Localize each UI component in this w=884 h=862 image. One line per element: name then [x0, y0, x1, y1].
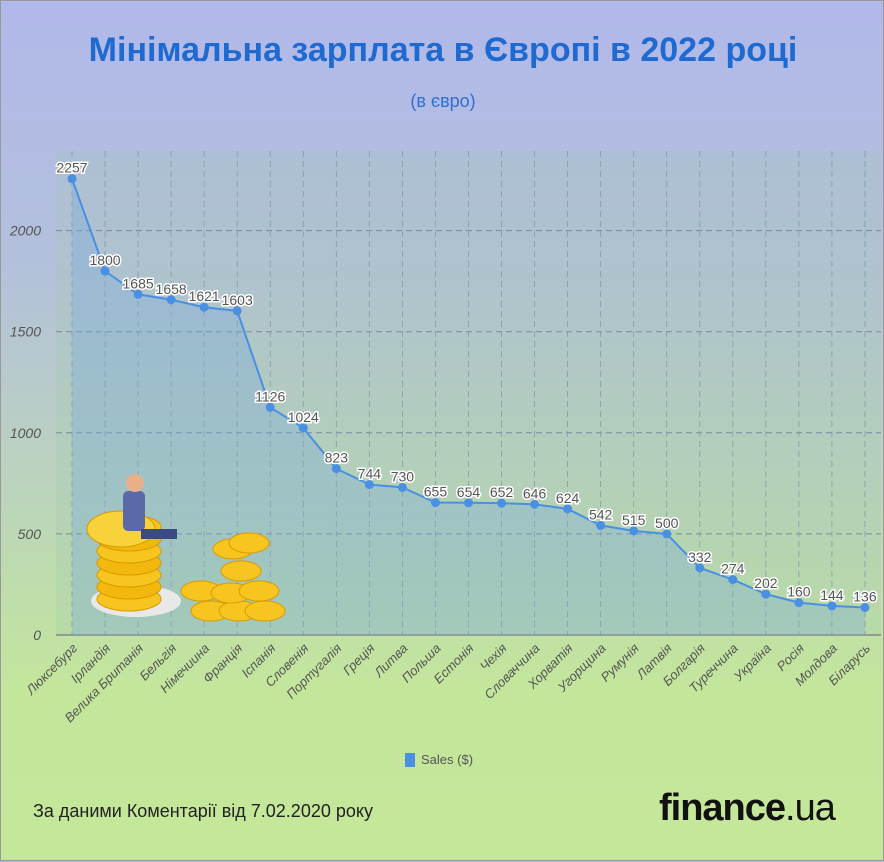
data-label: 1658 [156, 281, 187, 297]
data-point [728, 575, 738, 585]
data-point [695, 563, 705, 573]
data-point [761, 589, 771, 599]
data-point [827, 601, 837, 611]
source-note: За даними Коментарії від 7.02.2020 року [33, 801, 373, 821]
data-label: 202 [754, 575, 778, 591]
data-label: 654 [457, 484, 481, 500]
data-point [166, 295, 176, 305]
data-point [397, 482, 407, 492]
legend-swatch [405, 752, 415, 767]
data-label: 1621 [189, 288, 220, 304]
data-label: 624 [556, 490, 580, 506]
data-label: 730 [391, 468, 415, 484]
y-tick-label: 0 [33, 627, 41, 643]
chart-title: Мінімальна зарплата в Європі в 2022 році [88, 31, 798, 69]
x-tick-label: Греція [340, 640, 378, 678]
data-point [67, 174, 77, 184]
data-label: 744 [358, 466, 382, 482]
coin [238, 580, 280, 602]
coin [228, 532, 270, 554]
data-point [629, 526, 639, 536]
data-point [563, 504, 573, 514]
data-point [133, 289, 143, 299]
data-label: 823 [325, 450, 349, 466]
data-point [463, 498, 473, 508]
man-body [123, 491, 145, 531]
data-label: 1603 [222, 292, 253, 308]
data-point [662, 529, 672, 539]
finance-ua-logo: finance.ua [659, 787, 836, 830]
data-label: 500 [655, 515, 679, 531]
data-label: 160 [787, 584, 811, 600]
legend: Sales ($) [405, 752, 473, 767]
data-point [298, 423, 308, 433]
data-label: 655 [424, 484, 448, 500]
logo-tld: .ua [785, 787, 836, 829]
data-point [497, 498, 507, 508]
logo-main: finance [659, 787, 786, 829]
data-point [860, 603, 870, 613]
man-legs [141, 529, 177, 539]
data-point [265, 402, 275, 412]
businessman-coins-illustration [86, 474, 286, 622]
data-label: 1800 [89, 252, 120, 268]
data-point [199, 302, 209, 312]
data-point [530, 499, 540, 509]
coin [244, 600, 286, 622]
data-label: 1126 [255, 388, 285, 404]
data-label: 1024 [288, 409, 319, 425]
man-head [126, 474, 144, 492]
data-point [364, 480, 374, 490]
y-tick-label: 500 [18, 526, 42, 542]
data-label: 515 [622, 512, 646, 528]
data-label: 332 [688, 549, 712, 565]
data-label: 144 [820, 587, 844, 603]
data-label: 2257 [56, 160, 87, 176]
legend-label: Sales ($) [421, 752, 474, 767]
data-label: 646 [523, 485, 547, 501]
y-tick-label: 2000 [9, 223, 41, 239]
data-label: 652 [490, 484, 514, 500]
data-point [331, 464, 341, 474]
data-point [100, 266, 110, 276]
data-point [794, 598, 804, 608]
x-tick-label: Люксебург [22, 640, 80, 698]
data-label: 542 [589, 506, 613, 522]
data-label: 136 [853, 589, 877, 605]
data-point [232, 306, 242, 316]
data-point [430, 498, 440, 508]
y-tick-label: 1000 [10, 425, 41, 441]
chart-subtitle: (в євро) [410, 91, 476, 111]
area-fill [72, 178, 865, 636]
data-point [596, 520, 606, 530]
y-tick-label: 1500 [10, 324, 41, 340]
data-label: 1685 [123, 275, 154, 291]
data-label: 274 [721, 561, 745, 577]
coin [220, 560, 262, 582]
